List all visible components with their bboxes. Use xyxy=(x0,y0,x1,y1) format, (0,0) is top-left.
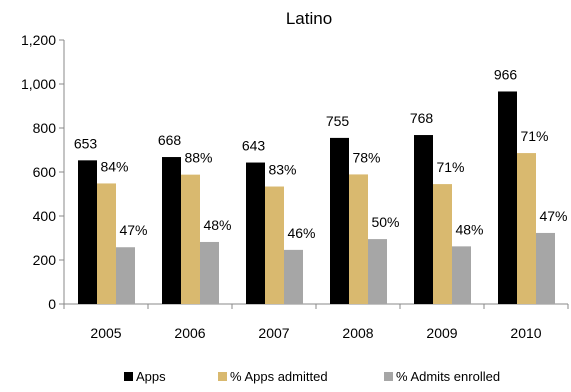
data-label: 768 xyxy=(410,110,434,126)
y-tick-label: 0 xyxy=(48,296,56,312)
bar-admits-enrolled xyxy=(284,249,303,304)
bar-labels-group: 653 668 643 755 768 966 84% 88% 83% 78% 71% 71% 47% 4… xyxy=(74,66,568,240)
y-axis-ticks: 0 200 400 600 800 1,000 1,200 xyxy=(21,32,64,312)
bar-apps-admitted xyxy=(349,174,368,304)
legend-swatch xyxy=(218,372,227,381)
bar-apps xyxy=(78,160,97,304)
legend-label: % Admits enrolled xyxy=(396,369,500,384)
data-label: 71% xyxy=(436,159,464,175)
y-tick-label: 800 xyxy=(33,120,57,136)
legend-label: % Apps admitted xyxy=(230,369,328,384)
bar-apps-admitted xyxy=(433,184,452,304)
bars-group xyxy=(78,91,555,304)
bar-admits-enrolled xyxy=(200,241,219,304)
bar-apps-admitted xyxy=(181,174,200,304)
bar-apps xyxy=(498,91,517,304)
bar-apps-admitted xyxy=(265,186,284,304)
legend-label: Apps xyxy=(136,369,166,384)
bar-admits-enrolled xyxy=(536,232,555,304)
data-label: 48% xyxy=(203,217,231,233)
bar-admits-enrolled xyxy=(452,246,471,304)
data-label: 48% xyxy=(455,221,483,237)
bar-apps xyxy=(246,162,265,304)
data-label: 83% xyxy=(268,162,296,178)
y-tick-label: 1,000 xyxy=(21,76,56,92)
y-tick-label: 200 xyxy=(33,252,57,268)
legend-swatch xyxy=(124,372,133,381)
x-tick-label: 2009 xyxy=(426,325,457,341)
x-tick-label: 2010 xyxy=(510,325,541,341)
bar-apps-admitted xyxy=(517,153,536,304)
bar-apps xyxy=(162,157,181,304)
data-label: 755 xyxy=(326,113,350,129)
data-label: 47% xyxy=(119,222,147,238)
bar-apps xyxy=(330,137,349,304)
data-label: 643 xyxy=(242,138,266,154)
x-tick-label: 2007 xyxy=(258,325,289,341)
bar-admits-enrolled xyxy=(116,247,135,304)
bar-apps-admitted xyxy=(97,183,116,304)
x-axis-ticks: 2005 2006 2007 2008 2009 2010 xyxy=(63,304,569,341)
data-label: 653 xyxy=(74,135,98,151)
bar-admits-enrolled xyxy=(368,239,387,304)
y-tick-label: 1,200 xyxy=(21,32,56,48)
data-label: 78% xyxy=(352,149,380,165)
legend: Apps % Apps admitted % Admits enrolled xyxy=(124,369,500,384)
x-tick-label: 2005 xyxy=(90,325,121,341)
data-label: 47% xyxy=(539,208,567,224)
y-tick-label: 600 xyxy=(33,164,57,180)
data-label: 966 xyxy=(494,66,518,82)
data-label: 46% xyxy=(287,225,315,241)
data-label: 71% xyxy=(520,128,548,144)
data-label: 50% xyxy=(371,214,399,230)
chart-title: Latino xyxy=(286,9,332,28)
bar-apps xyxy=(414,135,433,304)
data-label: 668 xyxy=(158,132,182,148)
legend-swatch xyxy=(384,372,393,381)
data-label: 84% xyxy=(100,158,128,174)
y-tick-label: 400 xyxy=(33,208,57,224)
data-label: 88% xyxy=(184,150,212,166)
x-tick-label: 2006 xyxy=(174,325,205,341)
x-tick-label: 2008 xyxy=(342,325,373,341)
